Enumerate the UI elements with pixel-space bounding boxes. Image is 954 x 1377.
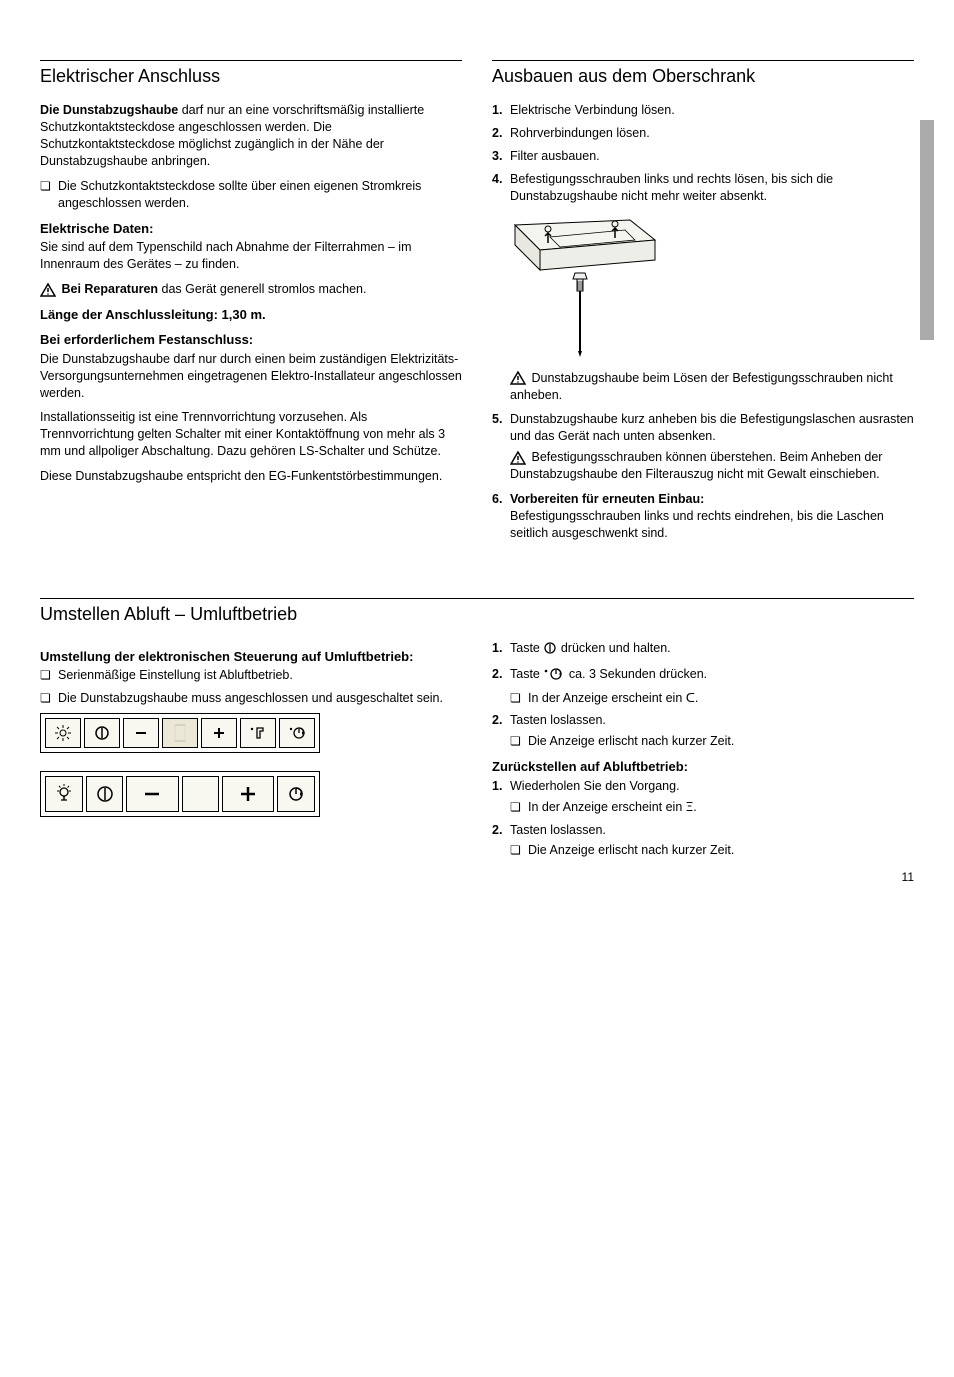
minus-button[interactable] xyxy=(123,718,159,748)
display xyxy=(182,776,220,812)
power-icon xyxy=(543,641,557,660)
reset-step-1: 1. Wiederholen Sie den Vorgang. In der A… xyxy=(492,778,914,816)
sub-item: In der Anzeige erscheint ein Ξ. xyxy=(510,799,914,816)
warn2-text: Dunstabzugshaube beim Lösen der Befestig… xyxy=(510,371,893,402)
step-5: 5. Dunstabzugshaube kurz anheben bis die… xyxy=(492,411,914,483)
removal-diagram xyxy=(510,215,914,360)
heading-uml-switch: Umstellung der elektronischen Steuerung … xyxy=(40,648,462,666)
intro-bold: Die Dunstabzugshaube xyxy=(40,103,178,117)
warn-para-3: Befestigungsschrauben können überstehen.… xyxy=(510,449,914,483)
bottom-right: 1. Taste drücken und halten. 2. Taste ca… xyxy=(492,640,914,865)
step-4: 4.Befestigungsschrauben links und rechts… xyxy=(492,171,914,205)
warning-icon xyxy=(510,451,526,465)
para-ec-compliance: Diese Dunstabzugshaube entspricht den EG… xyxy=(40,468,462,485)
control-panel-2 xyxy=(40,771,320,817)
mode-step-3: 2. Tasten loslassen. Die Anzeige erlisch… xyxy=(492,712,914,750)
warning-icon xyxy=(510,371,526,385)
plus-button[interactable] xyxy=(222,776,274,812)
right-column: Ausbauen aus dem Oberschrank 1.Elektrisc… xyxy=(492,60,914,548)
power-button[interactable] xyxy=(84,718,120,748)
removal-steps: 1.Elektrische Verbindung lösen. 2.Rohrve… xyxy=(492,102,914,204)
plus-button[interactable] xyxy=(201,718,237,748)
left-column: Elektrischer Anschluss Die Dunstabzugsha… xyxy=(40,60,462,548)
list-item: Serienmäßige Einstellung ist Abluftbetri… xyxy=(40,667,462,684)
bottom-section: Umstellung der elektronischen Steuerung … xyxy=(40,640,914,865)
heading-fixed-conn: Bei erforderlichem Festanschluss: xyxy=(40,331,462,349)
sub-item: In der Anzeige erscheint ein ᑕ. xyxy=(510,690,914,707)
uml-list: Serienmäßige Einstellung ist Abluftbetri… xyxy=(40,667,462,707)
para-installer: Die Dunstabzugshaube darf nur durch eine… xyxy=(40,351,462,402)
heading-switch-mode: Umstellen Abluft – Umluftbetrieb xyxy=(40,598,914,626)
warning-icon xyxy=(40,283,56,297)
light-button[interactable] xyxy=(45,776,83,812)
sub-item: Die Anzeige erlischt nach kurzer Zeit. xyxy=(510,733,914,750)
heading-reset-abluft: Zurückstellen auf Abluftbetrieb: xyxy=(492,758,914,776)
minus-button[interactable] xyxy=(126,776,178,812)
filter-button[interactable] xyxy=(240,718,276,748)
step-6: 6. Vorbereiten für erneuten Einbau: Befe… xyxy=(492,491,914,542)
heading-removal: Ausbauen aus dem Oberschrank xyxy=(492,60,914,88)
step-1: 1.Elektrische Verbindung lösen. xyxy=(492,102,914,119)
para-intro: Die Dunstabzugshaube darf nur an eine vo… xyxy=(40,102,462,170)
list-item: Die Schutzkontaktsteckdose sollte über e… xyxy=(40,178,462,212)
dot-timer-icon xyxy=(543,667,565,686)
warn-rest: das Gerät generell stromlos machen. xyxy=(158,282,366,296)
bottom-left: Umstellung der elektronischen Steuerung … xyxy=(40,640,462,865)
display xyxy=(162,718,198,748)
heading-electrical: Elektrischer Anschluss xyxy=(40,60,462,88)
reset-step-2: 2. Tasten loslassen. Die Anzeige erlisch… xyxy=(492,822,914,860)
timer-button[interactable] xyxy=(279,718,315,748)
page-side-tab xyxy=(920,120,934,340)
control-panel-1 xyxy=(40,713,320,753)
step-3: 3.Filter ausbauen. xyxy=(492,148,914,165)
timer-button[interactable] xyxy=(277,776,315,812)
para-separator: Installationsseitig ist eine Trennvorric… xyxy=(40,409,462,460)
step-2: 2.Rohrverbindungen lösen. xyxy=(492,125,914,142)
heading-cable-length: Länge der Anschlussleitung: 1,30 m. xyxy=(40,306,462,324)
step6-rest: Befestigungsschrauben links und rechts e… xyxy=(510,509,884,540)
reset-steps: 1. Wiederholen Sie den Vorgang. In der A… xyxy=(492,778,914,860)
intro-list: Die Schutzkontaktsteckdose sollte über e… xyxy=(40,178,462,212)
warn-para-2: Dunstabzugshaube beim Lösen der Befestig… xyxy=(492,370,914,404)
step6-bold: Vorbereiten für erneuten Einbau: xyxy=(510,492,704,506)
display-char-c: ᑕ xyxy=(686,690,695,705)
heading-elec-data: Elektrische Daten: xyxy=(40,220,462,238)
list-item: Die Dunstabzugshaube muss angeschlossen … xyxy=(40,690,462,707)
sub-item: Die Anzeige erlischt nach kurzer Zeit. xyxy=(510,842,914,859)
light-button[interactable] xyxy=(45,718,81,748)
warn3-text: Befestigungsschrauben können überstehen.… xyxy=(510,450,882,481)
warn-bold: Bei Reparaturen xyxy=(61,282,158,296)
para-elec-data: Sie sind auf dem Typenschild nach Abnahm… xyxy=(40,239,462,273)
upper-section: Elektrischer Anschluss Die Dunstabzugsha… xyxy=(40,60,914,548)
power-button[interactable] xyxy=(86,776,124,812)
removal-steps-cont: 5. Dunstabzugshaube kurz anheben bis die… xyxy=(492,411,914,541)
mode-step-2: 2. Taste ca. 3 Sekunden drücken. In der … xyxy=(492,666,914,707)
page-number: 11 xyxy=(902,869,914,885)
mode-steps: 1. Taste drücken und halten. 2. Taste ca… xyxy=(492,640,914,750)
warn-para: Bei Reparaturen das Gerät generell strom… xyxy=(40,281,462,298)
mode-step-1: 1. Taste drücken und halten. xyxy=(492,640,914,660)
